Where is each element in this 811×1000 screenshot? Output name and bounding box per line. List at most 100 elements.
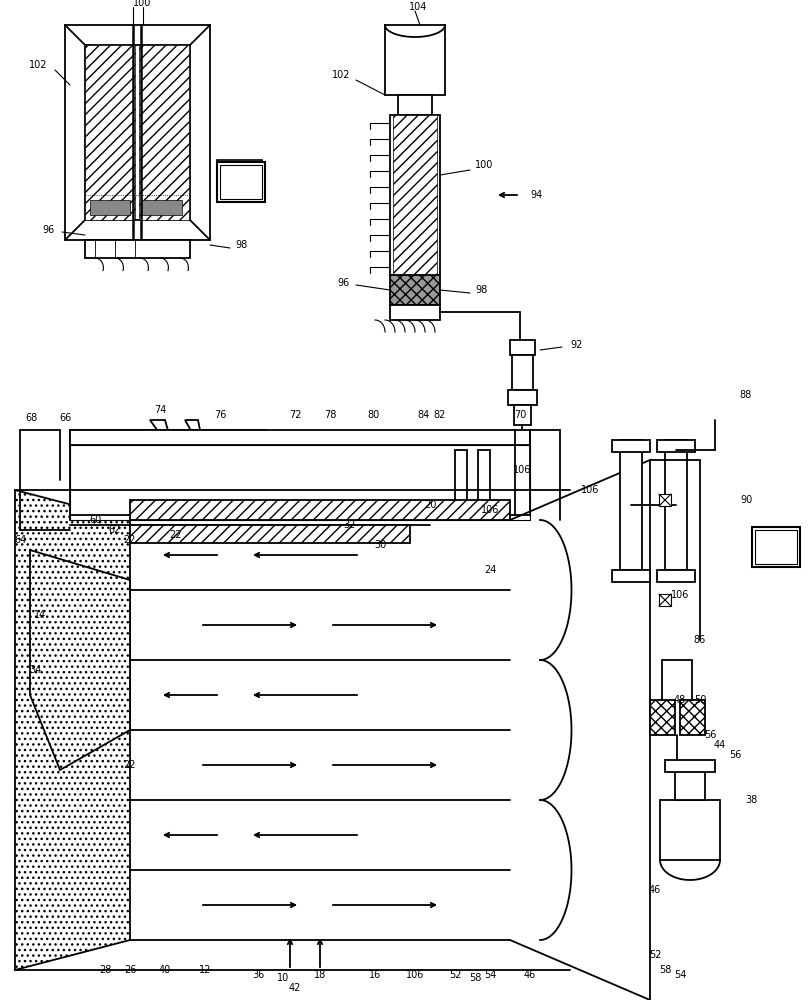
Bar: [612, 440, 650, 452]
Text: 106: 106: [481, 505, 500, 515]
Bar: [139, 45, 189, 220]
Text: 54: 54: [484, 970, 496, 980]
Bar: [650, 700, 675, 735]
Text: 26: 26: [124, 965, 136, 975]
Polygon shape: [15, 490, 130, 970]
Text: 72: 72: [289, 410, 301, 420]
Bar: [659, 594, 671, 606]
Text: 52: 52: [448, 970, 461, 980]
Text: 62: 62: [109, 525, 121, 535]
Text: 60: 60: [89, 515, 101, 525]
Text: 22: 22: [124, 535, 136, 545]
Text: 12: 12: [199, 965, 211, 975]
Text: 98: 98: [475, 285, 487, 295]
Text: 2: 2: [767, 535, 785, 559]
Text: 24: 24: [484, 565, 496, 575]
Text: 58: 58: [469, 973, 481, 983]
Text: 58: 58: [659, 965, 672, 975]
Bar: [620, 440, 642, 570]
Text: 74: 74: [154, 405, 166, 415]
Text: 34: 34: [29, 665, 41, 675]
Bar: [85, 45, 135, 220]
Text: 66: 66: [59, 413, 71, 423]
Text: 106: 106: [513, 465, 531, 475]
Polygon shape: [150, 420, 175, 455]
Bar: [680, 700, 705, 735]
Text: 56: 56: [704, 730, 716, 740]
Text: 102: 102: [28, 60, 47, 70]
Bar: [220, 163, 261, 197]
Text: 76: 76: [214, 410, 226, 420]
Bar: [217, 162, 265, 202]
Text: 28: 28: [99, 965, 111, 975]
Bar: [90, 200, 130, 215]
Text: 30: 30: [374, 540, 386, 550]
Bar: [478, 450, 490, 510]
Text: 102: 102: [332, 70, 350, 80]
Text: 22: 22: [169, 530, 181, 540]
Bar: [512, 355, 533, 390]
Text: 64: 64: [14, 535, 26, 545]
Text: 40: 40: [159, 965, 171, 975]
Text: 3: 3: [232, 170, 250, 194]
Bar: [508, 390, 537, 405]
Bar: [390, 115, 440, 275]
Text: 106: 106: [671, 590, 689, 600]
Bar: [390, 275, 440, 305]
Bar: [755, 530, 797, 564]
Bar: [130, 500, 510, 520]
Bar: [70, 430, 265, 520]
Polygon shape: [185, 420, 205, 455]
Text: 70: 70: [514, 410, 526, 420]
Text: 44: 44: [714, 740, 726, 750]
Bar: [675, 770, 705, 800]
Bar: [85, 45, 190, 220]
Text: 42: 42: [289, 983, 301, 993]
Text: 32: 32: [344, 520, 356, 530]
Text: 16: 16: [369, 970, 381, 980]
Text: 54: 54: [674, 970, 686, 980]
Bar: [85, 240, 190, 258]
Bar: [665, 760, 715, 772]
Text: 100: 100: [475, 160, 493, 170]
Bar: [455, 450, 467, 510]
Text: 10: 10: [277, 973, 290, 983]
Text: 46: 46: [524, 970, 536, 980]
Text: 22: 22: [124, 760, 136, 770]
Text: 80: 80: [367, 410, 379, 420]
Text: 50: 50: [694, 695, 706, 705]
Polygon shape: [30, 550, 130, 770]
Bar: [665, 440, 687, 570]
Text: 106: 106: [581, 485, 599, 495]
Text: 84: 84: [417, 410, 429, 420]
Text: 68: 68: [25, 413, 37, 423]
Text: 96: 96: [43, 225, 55, 235]
Text: 82: 82: [434, 410, 446, 420]
Text: 98: 98: [235, 240, 247, 250]
Bar: [514, 405, 531, 425]
Bar: [393, 115, 437, 275]
Text: 3: 3: [231, 170, 247, 190]
Text: 100: 100: [133, 0, 152, 8]
Bar: [65, 25, 210, 240]
Bar: [220, 165, 262, 199]
Bar: [385, 25, 445, 95]
Text: 56: 56: [729, 750, 741, 760]
Bar: [390, 305, 440, 320]
Text: 78: 78: [324, 410, 337, 420]
Text: 20: 20: [424, 500, 436, 510]
Text: 86: 86: [694, 635, 706, 645]
Bar: [142, 200, 182, 215]
Text: 94: 94: [530, 190, 543, 200]
Text: 106: 106: [406, 970, 424, 980]
Text: 96: 96: [337, 278, 350, 288]
Text: 104: 104: [409, 2, 427, 12]
Bar: [217, 160, 262, 200]
Text: 90: 90: [740, 495, 753, 505]
Text: 18: 18: [314, 970, 326, 980]
Text: 36: 36: [252, 970, 264, 980]
Bar: [398, 95, 432, 115]
Bar: [657, 440, 695, 452]
Text: 14: 14: [34, 610, 46, 620]
Bar: [612, 570, 650, 582]
